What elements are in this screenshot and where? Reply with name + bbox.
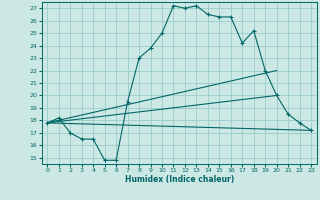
X-axis label: Humidex (Indice chaleur): Humidex (Indice chaleur) — [124, 175, 234, 184]
